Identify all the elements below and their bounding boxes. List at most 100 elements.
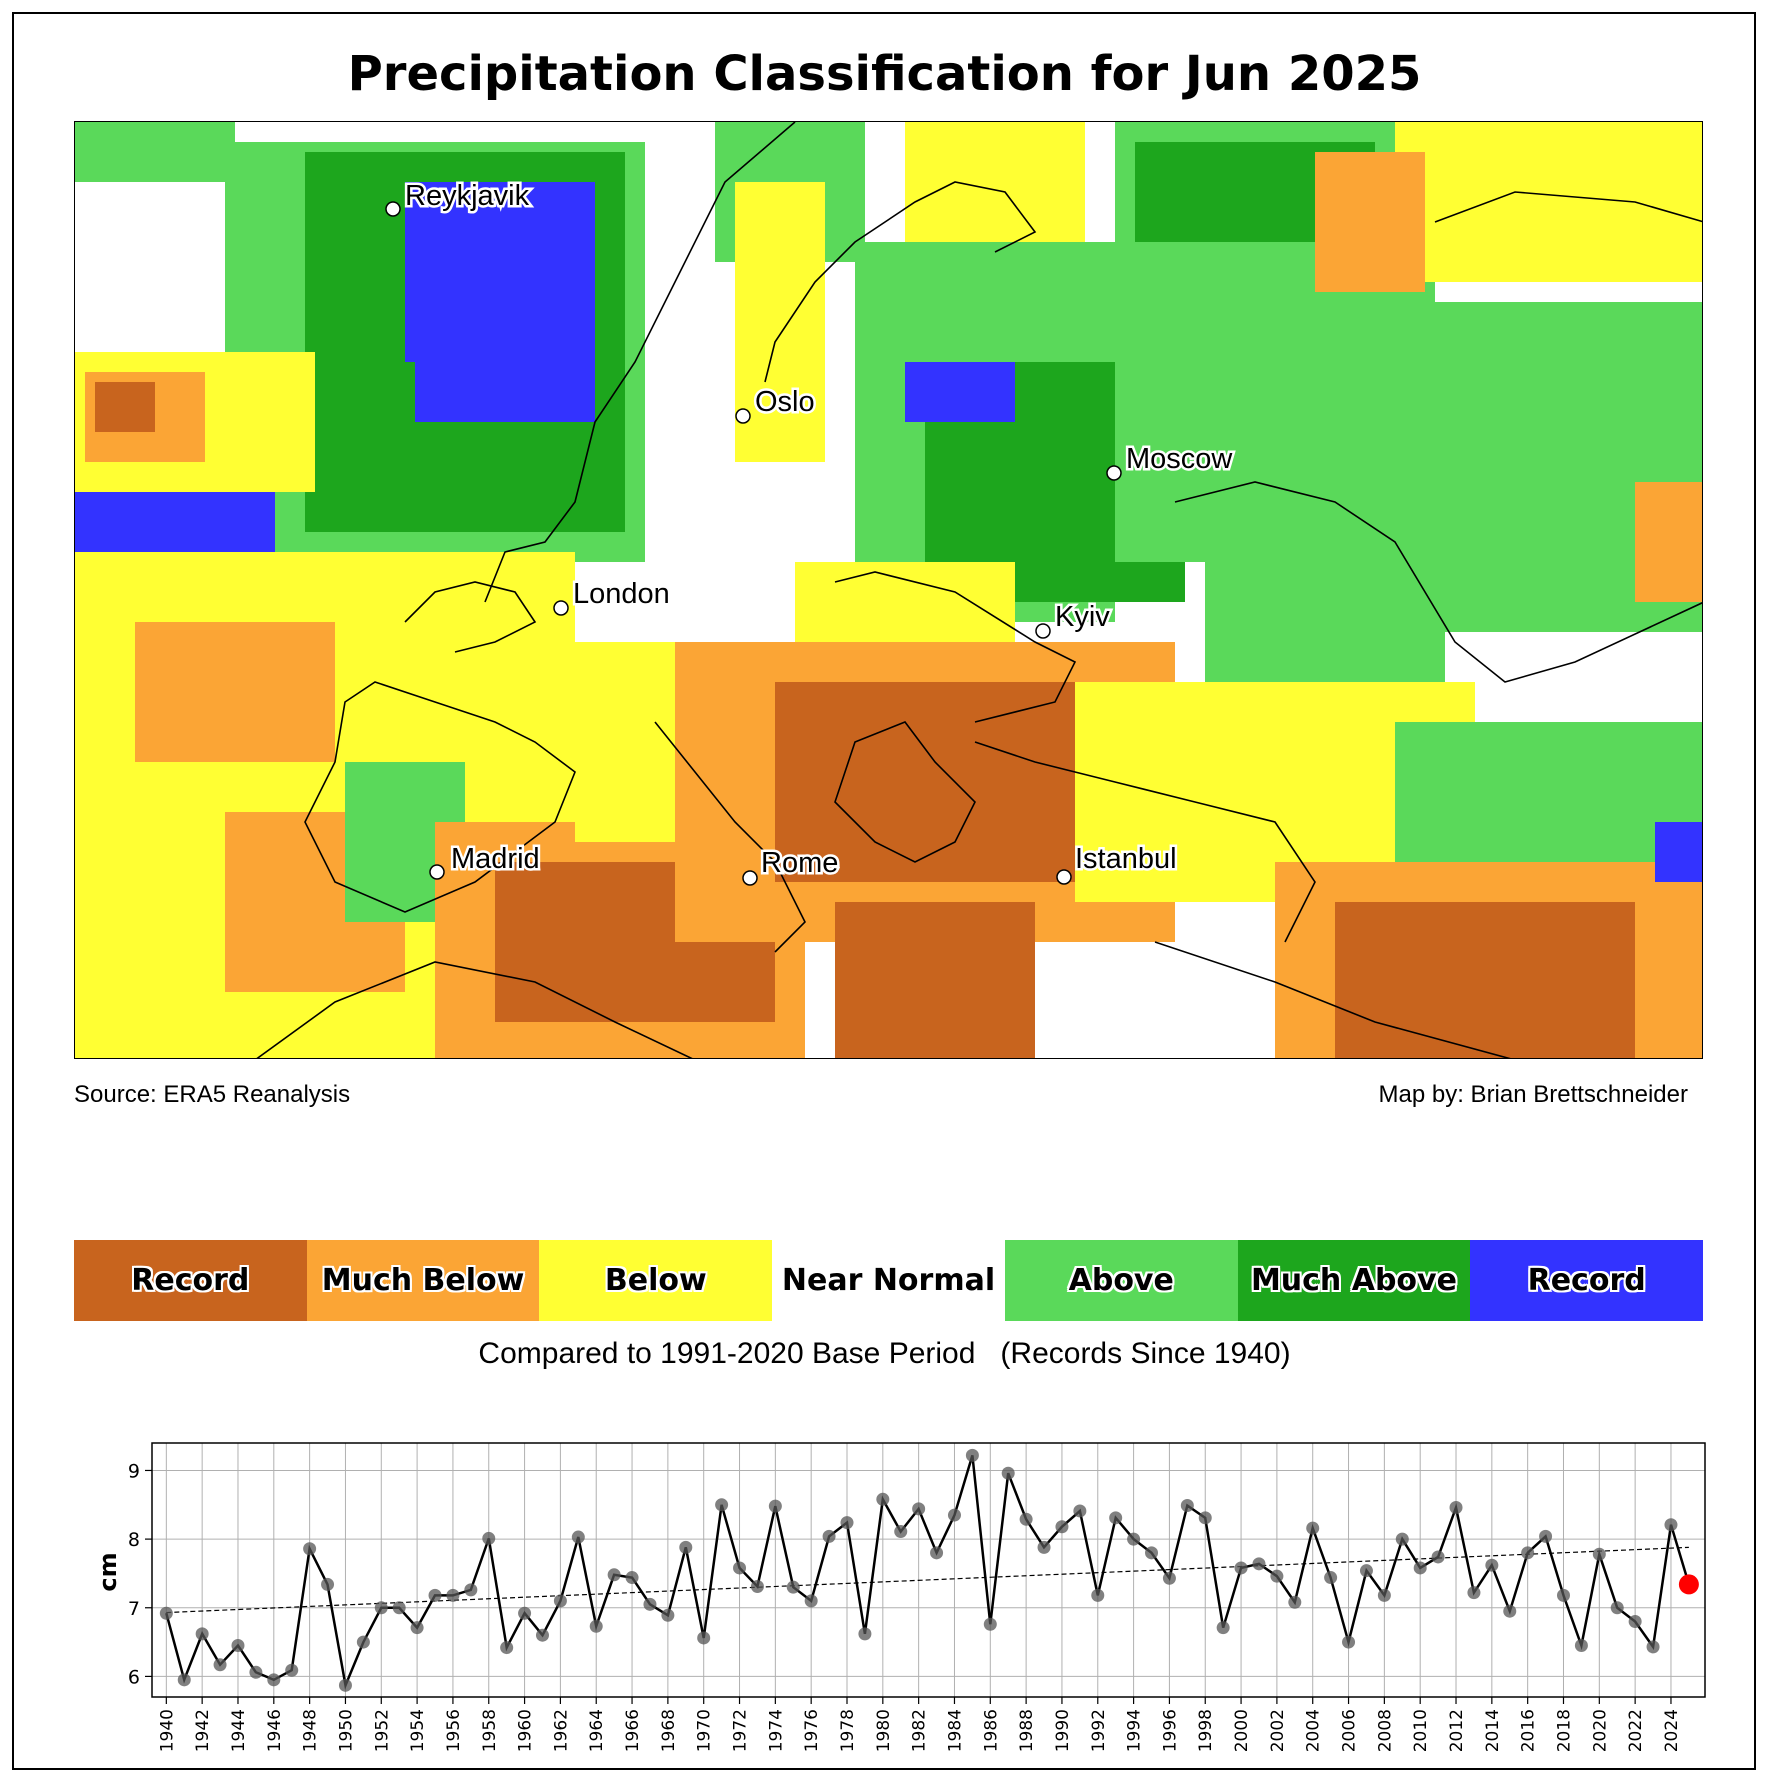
data-point xyxy=(876,1492,890,1506)
city-marker-istanbul xyxy=(1056,869,1072,885)
data-point xyxy=(1324,1571,1338,1585)
x-tick-label: 1996 xyxy=(1160,1709,1180,1752)
legend-label: Much Above xyxy=(1250,1263,1457,1298)
city-marker-london xyxy=(553,600,569,616)
data-point xyxy=(1610,1601,1624,1615)
x-tick-label: 1992 xyxy=(1089,1709,1109,1752)
data-point xyxy=(1539,1529,1553,1543)
legend-label: Record xyxy=(131,1263,250,1298)
x-tick-label: 1952 xyxy=(372,1709,392,1752)
data-point xyxy=(607,1568,621,1582)
y-tick-label: 7 xyxy=(128,1598,140,1620)
data-point xyxy=(1109,1511,1123,1525)
x-tick-label: 1994 xyxy=(1125,1709,1145,1752)
data-point xyxy=(858,1627,872,1641)
data-point xyxy=(768,1499,782,1513)
data-point xyxy=(822,1529,836,1543)
precipitation-map: Reykjavik Oslo Moscow London Kyiv Madrid… xyxy=(74,121,1703,1059)
data-point xyxy=(1467,1586,1481,1600)
x-tick-label: 2020 xyxy=(1590,1709,1610,1752)
data-point xyxy=(159,1606,173,1620)
x-tick-label: 2000 xyxy=(1232,1709,1252,1752)
city-marker-moscow xyxy=(1106,465,1122,481)
x-tick-label: 1960 xyxy=(516,1709,536,1752)
x-tick-label: 1966 xyxy=(623,1709,643,1752)
x-tick-label: 1988 xyxy=(1017,1709,1037,1752)
x-tick-label: 2004 xyxy=(1304,1709,1324,1752)
legend-label: Near Normal xyxy=(781,1263,996,1298)
x-axis: 1940 1942 1944 1946 1948 1950 1952 1954 1956 1958… xyxy=(157,1697,1682,1752)
data-point xyxy=(1288,1595,1302,1609)
data-point xyxy=(446,1588,460,1602)
data-point xyxy=(1395,1532,1409,1546)
city-label-oslo: Oslo xyxy=(755,386,815,418)
chart-grid xyxy=(152,1443,1705,1697)
city-label-moscow: Moscow xyxy=(1126,443,1233,475)
x-tick-label: 2024 xyxy=(1662,1709,1682,1752)
data-point xyxy=(1556,1588,1570,1602)
data-point xyxy=(1449,1501,1463,1515)
legend-label: Below xyxy=(604,1263,707,1298)
data-point xyxy=(840,1516,854,1530)
series-points xyxy=(159,1448,1699,1692)
series-line xyxy=(165,1455,1691,1690)
legend-bar: Record Much Below Below Near Normal Abov… xyxy=(74,1240,1704,1321)
city-label-rome: Rome xyxy=(761,847,838,879)
data-point xyxy=(1180,1498,1194,1512)
legend-label: Above xyxy=(1068,1263,1174,1298)
x-tick-label: 1974 xyxy=(766,1709,786,1752)
data-point xyxy=(1127,1532,1141,1546)
x-tick-label: 1958 xyxy=(480,1709,500,1752)
x-tick-label: 1962 xyxy=(551,1709,571,1752)
data-point xyxy=(267,1673,281,1687)
data-point xyxy=(697,1631,711,1645)
legend-record-dry: Record xyxy=(74,1240,307,1321)
city-label-kyiv: Kyiv xyxy=(1055,601,1110,633)
legend-record-wet: Record xyxy=(1470,1240,1704,1321)
city-marker-madrid xyxy=(429,864,445,880)
data-point xyxy=(1019,1512,1033,1526)
data-point xyxy=(679,1540,693,1554)
y-axis: 6 7 8 9 xyxy=(128,1460,152,1688)
data-point xyxy=(930,1546,944,1560)
data-point xyxy=(1664,1518,1678,1532)
x-tick-label: 2006 xyxy=(1340,1709,1360,1752)
data-point xyxy=(1270,1569,1284,1583)
city-marker-oslo xyxy=(735,408,751,424)
data-point xyxy=(643,1597,657,1611)
map-canvas: Reykjavik Oslo Moscow London Kyiv Madrid… xyxy=(75,122,1702,1058)
y-tick-label: 9 xyxy=(128,1460,140,1482)
map-borders xyxy=(256,122,1702,1058)
data-point xyxy=(1646,1640,1660,1654)
data-point xyxy=(661,1608,675,1622)
x-tick-label: 1980 xyxy=(874,1709,894,1752)
data-point xyxy=(625,1571,639,1585)
plot-frame xyxy=(151,1442,1706,1698)
data-point xyxy=(1628,1614,1642,1628)
data-point xyxy=(894,1525,908,1539)
data-point xyxy=(1413,1561,1427,1575)
data-point xyxy=(1198,1511,1212,1525)
city-marker-rome xyxy=(742,870,758,886)
figure-frame xyxy=(12,12,1756,1770)
timeseries-chart: 6 7 8 9 1940 1942 1944 1946 1948 1950 1952 1954 195… xyxy=(94,1442,1706,1752)
data-point xyxy=(410,1621,424,1635)
data-point xyxy=(195,1627,209,1641)
legend-much-below: Much Below xyxy=(306,1240,540,1321)
x-tick-label: 1956 xyxy=(444,1709,464,1752)
city-marker-reykjavik xyxy=(385,201,401,217)
data-point xyxy=(1162,1571,1176,1585)
trend-line xyxy=(166,1546,1689,1614)
x-tick-label: 2008 xyxy=(1375,1709,1395,1752)
x-tick-label: 2010 xyxy=(1411,1709,1431,1752)
data-point xyxy=(374,1601,388,1615)
highlight-point xyxy=(1678,1574,1699,1595)
data-point xyxy=(231,1639,245,1653)
data-point xyxy=(733,1561,747,1575)
x-tick-label: 1970 xyxy=(695,1709,715,1752)
x-tick-label: 1954 xyxy=(408,1709,428,1752)
data-point xyxy=(1377,1588,1391,1602)
legend-much-above: Much Above xyxy=(1237,1240,1471,1321)
x-tick-label: 2012 xyxy=(1447,1709,1467,1752)
x-tick-label: 2022 xyxy=(1626,1709,1646,1752)
